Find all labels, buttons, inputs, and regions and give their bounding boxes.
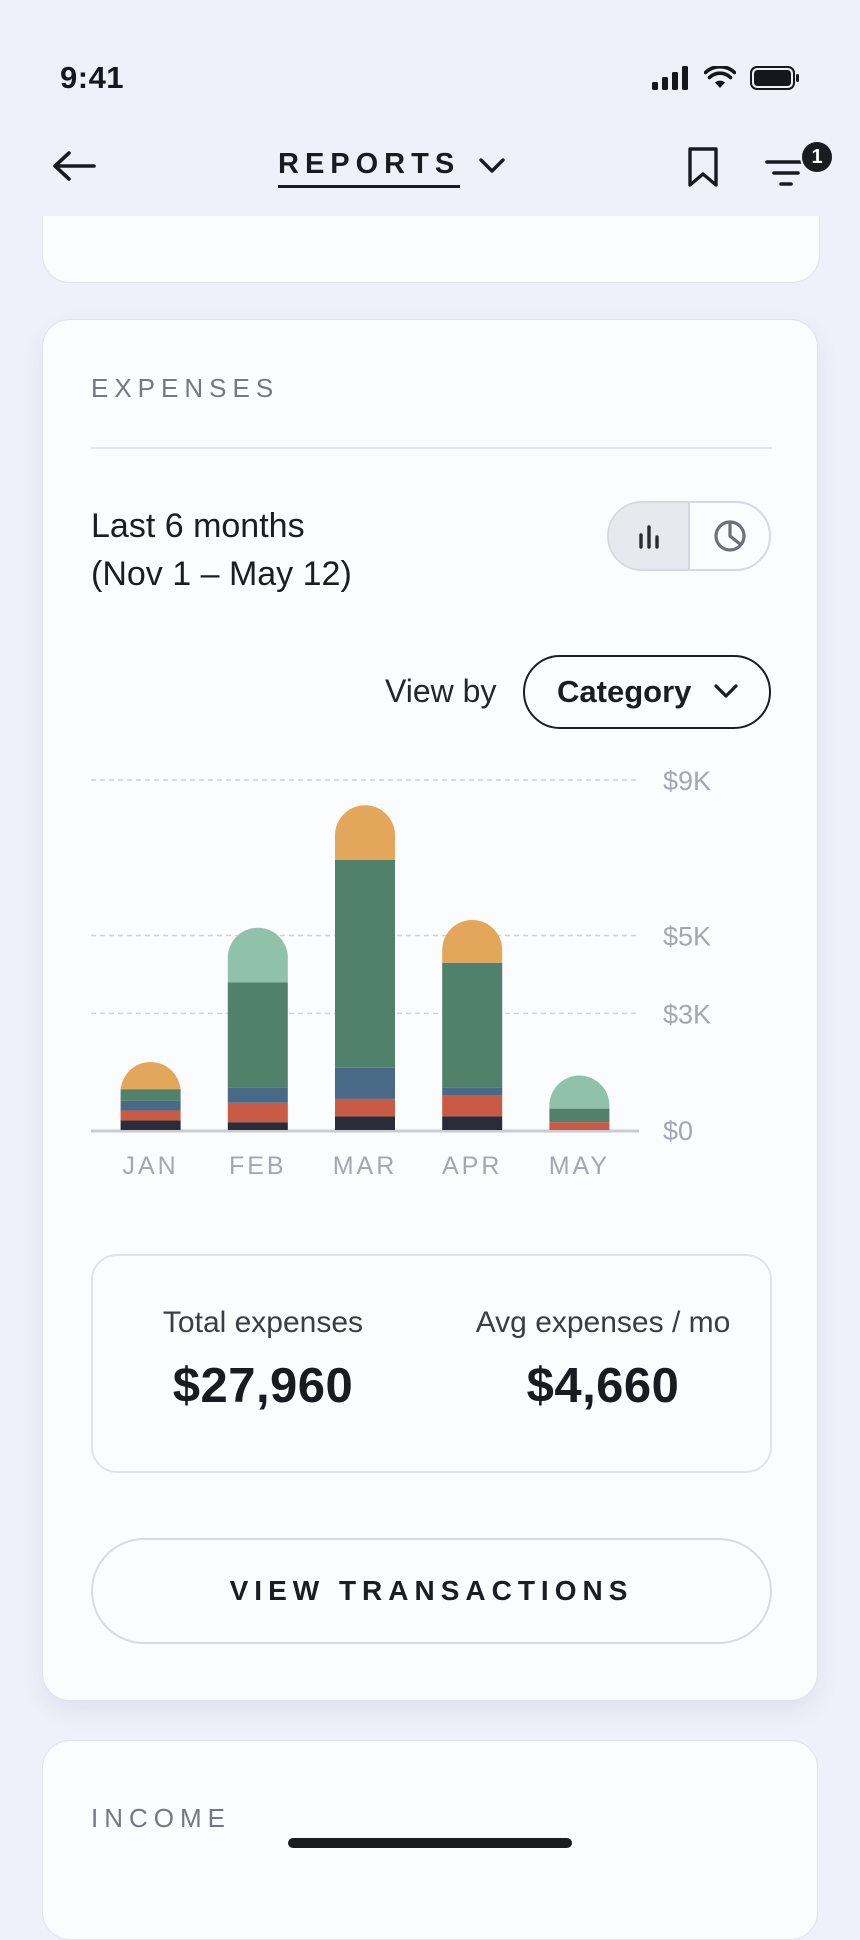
chevron-down-icon	[479, 158, 505, 173]
expenses-section-label: EXPENSES	[91, 373, 280, 403]
y-tick-label: $9K	[663, 766, 711, 796]
x-tick-label: FEB	[229, 1152, 287, 1180]
bar-segment	[120, 1110, 181, 1121]
bar-segment	[227, 1087, 288, 1103]
income-section-label: INCOME	[91, 1803, 231, 1833]
bar-segment	[549, 1108, 610, 1123]
y-tick-label: $3K	[663, 999, 711, 1029]
filter-count-badge: 1	[800, 140, 834, 174]
y-tick-label: $0	[663, 1116, 693, 1146]
view-by-label: View by	[385, 673, 497, 709]
bookmark-button[interactable]	[680, 142, 726, 192]
bar-segment	[442, 920, 503, 963]
bar-segment	[120, 1061, 181, 1092]
period-line-2: (Nov 1 – May 12)	[91, 555, 352, 593]
bar-chart-icon	[638, 525, 659, 549]
nav-bar: REPORTS 1	[0, 118, 860, 214]
home-indicator	[288, 1838, 572, 1848]
x-tick-label: JAN	[122, 1152, 178, 1180]
filter-button[interactable]: 1	[758, 140, 834, 192]
x-tick-label: MAY	[549, 1152, 610, 1180]
bar-segment	[335, 1116, 395, 1130]
signal-icon	[652, 66, 688, 90]
view-by-select[interactable]: Category	[523, 655, 771, 729]
bar-segment	[549, 1122, 610, 1130]
bar-segment	[442, 962, 503, 1088]
bar-segment	[335, 1098, 395, 1117]
avg-expenses-label: Avg expenses / mo	[475, 1306, 731, 1339]
expenses-chart: $0 $3K $5K $9K JAN FEB MAR APR MAY	[91, 766, 711, 1180]
bar-segment	[442, 1087, 503, 1095]
chevron-down-icon	[714, 684, 738, 698]
avg-expenses-value: $4,660	[526, 1359, 680, 1413]
bar-segment	[120, 1120, 181, 1130]
bar-segment	[120, 1089, 181, 1101]
bar-segment	[549, 1075, 610, 1109]
expenses-card: EXPENSES Last 6 months (Nov 1 – May 12) …	[42, 319, 818, 1701]
bar-segment	[442, 1095, 503, 1117]
bar-segment	[335, 805, 395, 860]
y-tick-label: $5K	[663, 922, 711, 952]
nav-title: REPORTS	[278, 148, 461, 188]
arrow-left-icon	[53, 151, 96, 181]
bar-segment	[227, 1102, 288, 1123]
total-expenses-value: $27,960	[172, 1359, 354, 1413]
bar-segment	[227, 1122, 288, 1130]
view-transactions-label: VIEW TRANSACTIONS	[229, 1575, 634, 1606]
pie-chart-toggle[interactable]	[690, 503, 769, 569]
status-time: 9:41	[60, 60, 125, 95]
x-tick-label: APR	[442, 1152, 502, 1180]
expenses-summary: Total expenses $27,960 Avg expenses / mo…	[91, 1254, 772, 1473]
avg-expenses-block: Avg expenses / mo $4,660	[433, 1256, 773, 1475]
view-by-value: Category	[557, 674, 692, 709]
chart-type-toggle	[607, 501, 771, 571]
x-tick-label: MAR	[333, 1152, 398, 1180]
divider	[91, 447, 772, 449]
bar-segment	[227, 927, 288, 983]
bar-segment	[120, 1100, 181, 1111]
pie-chart-icon	[713, 520, 746, 552]
total-expenses-label: Total expenses	[162, 1306, 364, 1339]
bar-chart-toggle[interactable]	[609, 503, 690, 569]
total-expenses-block: Total expenses $27,960	[93, 1256, 433, 1475]
bar-segment	[442, 1116, 503, 1130]
view-transactions-button[interactable]: VIEW TRANSACTIONS	[91, 1538, 772, 1644]
period-text: Last 6 months (Nov 1 – May 12)	[91, 502, 352, 598]
period-line-1: Last 6 months	[91, 507, 305, 545]
bookmark-icon	[688, 147, 718, 187]
battery-icon	[750, 66, 799, 90]
filter-icon	[765, 160, 807, 186]
bar-segment	[335, 859, 395, 1068]
bar-segment	[335, 1067, 395, 1099]
bar-segment	[227, 982, 288, 1088]
reports-dropdown[interactable]: REPORTS	[278, 148, 506, 188]
status-bar: 9:41	[0, 0, 860, 110]
back-button[interactable]	[44, 142, 104, 190]
wifi-icon	[704, 66, 736, 88]
status-icons	[652, 66, 800, 90]
